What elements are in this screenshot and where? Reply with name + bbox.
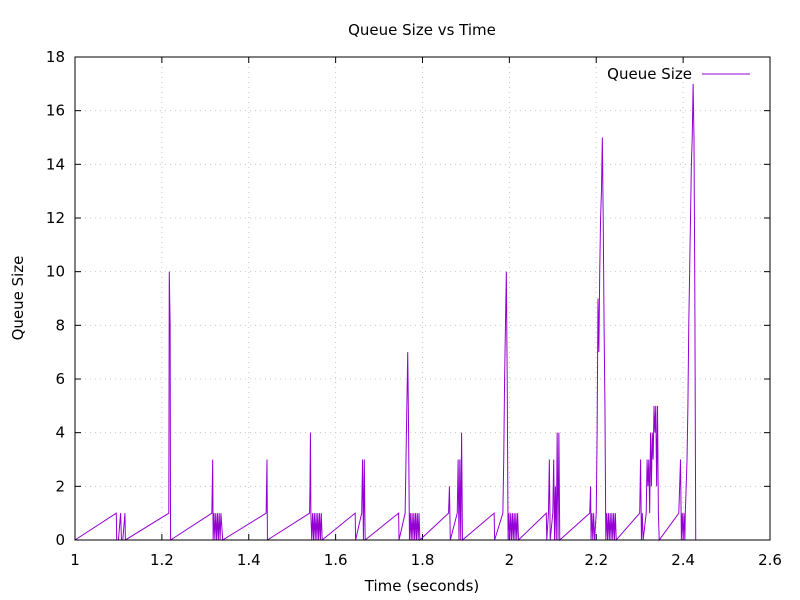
chart-title: Queue Size vs Time: [348, 21, 496, 39]
x-tick-label: 1: [70, 551, 80, 569]
x-tick-label: 2.4: [671, 551, 695, 569]
legend-label: Queue Size: [607, 65, 692, 83]
y-tick-label: 6: [55, 370, 65, 388]
y-tick-label: 4: [55, 424, 65, 442]
x-axis-label: Time (seconds): [364, 577, 480, 595]
y-axis-label: Queue Size: [9, 256, 27, 341]
series-layer: [74, 83, 697, 542]
x-tick-label: 2.6: [758, 551, 782, 569]
y-tick-label: 0: [55, 531, 65, 549]
y-tick-label: 2: [55, 477, 65, 495]
plot-frame: [74, 56, 771, 541]
legend: Queue Size: [607, 65, 750, 83]
y-tick-label: 12: [46, 209, 65, 227]
y-tick-label: 16: [46, 102, 65, 120]
y-tick-label: 18: [46, 48, 65, 66]
series-line-queue-size: [74, 83, 697, 542]
tick-labels: 1 1.2 1.4 1.6 1.8 2 2.2 2.4 2.6 0 2 4 6 8 10 12 14 16 18: [46, 48, 782, 569]
x-tick-label: 2: [505, 551, 515, 569]
x-tick-label: 2.2: [584, 551, 608, 569]
x-tick-label: 1.6: [324, 551, 348, 569]
x-tick-label: 1.8: [411, 551, 435, 569]
x-tick-label: 1.2: [150, 551, 174, 569]
grid-lines: [75, 57, 770, 540]
y-tick-label: 10: [46, 263, 65, 281]
y-tick-label: 8: [55, 316, 65, 334]
y-tick-label: 14: [46, 155, 65, 173]
x-tick-label: 1.4: [237, 551, 261, 569]
